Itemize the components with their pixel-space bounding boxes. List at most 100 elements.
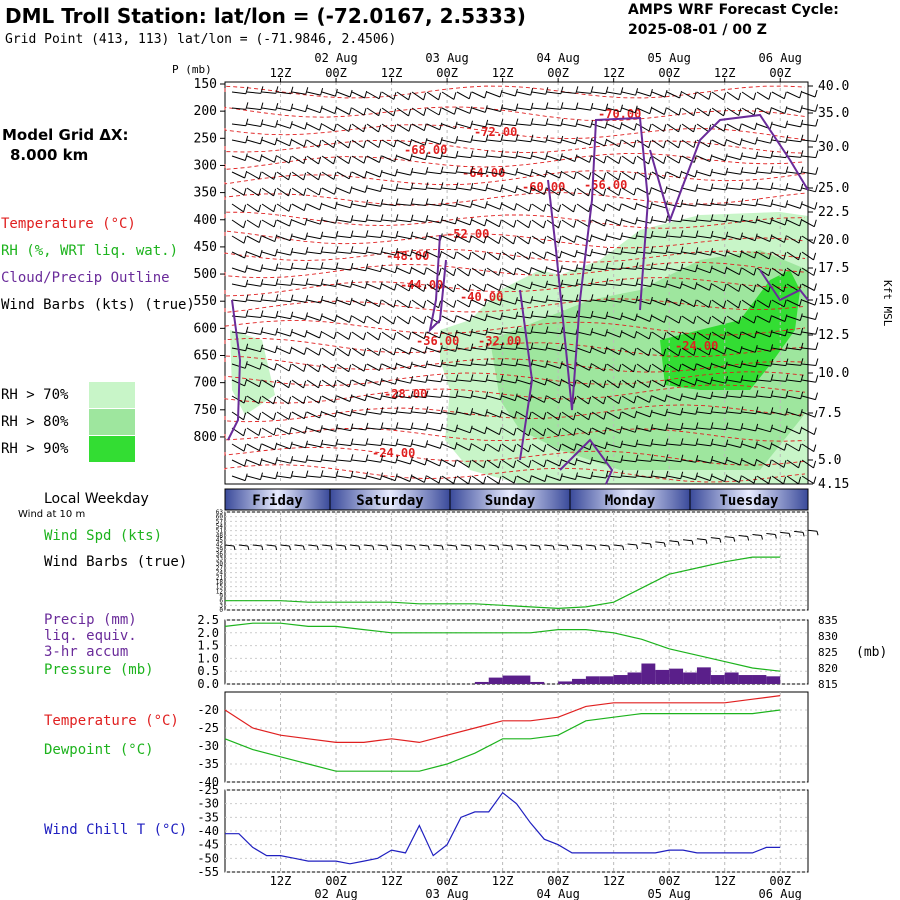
- wind-barb-flag: [545, 326, 549, 334]
- wind-barb-flag: [559, 473, 563, 481]
- wind-barb: [591, 379, 604, 389]
- wind-barb-flag: [679, 378, 683, 387]
- wind-barb-flag: [725, 231, 729, 239]
- wind-barb-flag: [769, 107, 772, 115]
- wind-barb-flag: [665, 262, 669, 271]
- wind-barb: [246, 91, 261, 94]
- wind-barb: [441, 187, 456, 191]
- bottom-date-label: 06 Aug: [759, 887, 802, 900]
- wind-barb: [651, 299, 666, 306]
- wind-barb-flag: [693, 332, 697, 341]
- wind-barb: [756, 91, 770, 100]
- wind-barb: [531, 299, 546, 303]
- pressure-right-tick-label: 830: [818, 630, 838, 643]
- surface-wind-barb-flag: [247, 545, 250, 551]
- wind-barb-flag: [380, 214, 384, 222]
- wind-barb-flag: [363, 348, 367, 356]
- wind-barb-flag: [529, 281, 533, 289]
- wind-barb-flag: [483, 443, 487, 452]
- wind-barb: [456, 331, 471, 337]
- wind-barb-flag: [320, 87, 324, 96]
- wind-barb: [606, 235, 621, 241]
- wind-barb-flag: [695, 455, 699, 463]
- wind-barb-flag: [770, 136, 774, 144]
- wind-barb: [246, 171, 260, 180]
- wind-barb-flag: [635, 246, 639, 254]
- windchill-tick-label: -45: [197, 838, 219, 852]
- wind-barb: [546, 283, 561, 288]
- wind-barb-flag: [320, 231, 324, 239]
- wind-barb-flag: [739, 250, 743, 258]
- wind-barb-flag: [545, 135, 549, 143]
- wind-barb: [756, 347, 771, 352]
- wind-barb: [786, 379, 801, 383]
- wind-barb: [561, 187, 574, 197]
- wind-barb: [336, 107, 350, 115]
- wind-barb-flag: [770, 344, 774, 352]
- wind-barb-flag: [438, 107, 442, 116]
- wind-barb: [396, 475, 411, 482]
- wind-barb: [351, 251, 366, 255]
- wind-barb: [531, 331, 546, 334]
- precip-tick-label: 2.5: [197, 613, 219, 627]
- wind-barb: [576, 475, 591, 480]
- wind-barb: [501, 235, 514, 245]
- wind-barb: [381, 459, 396, 464]
- wind-barb-flag: [244, 153, 248, 161]
- wind-barb-flag: [470, 343, 474, 351]
- wind-barb-flag: [620, 232, 623, 240]
- wind-barb-flag: [800, 358, 804, 366]
- wind-barb: [636, 235, 651, 239]
- wind-barb: [666, 315, 680, 324]
- surface-wind-barb: [807, 529, 818, 532]
- wind-barb: [456, 251, 470, 260]
- wind-barb-flag: [693, 348, 697, 356]
- windchill-tick-label: -40: [197, 824, 219, 838]
- wind-barb: [561, 347, 576, 353]
- wind-barb-flag: [394, 362, 398, 370]
- wind-barb: [771, 155, 786, 159]
- wind-barb: [441, 251, 455, 260]
- wind-barb-flag: [575, 294, 579, 302]
- wind-barb-flag: [334, 409, 338, 418]
- wind-barb-flag: [678, 124, 682, 132]
- wind-barb-flag: [588, 396, 592, 405]
- isotherm: [224, 230, 806, 249]
- wind-barb: [696, 299, 710, 308]
- wind-barb-flag: [288, 172, 292, 180]
- wind-barb-flag: [244, 250, 248, 259]
- wind-barb: [591, 331, 606, 337]
- surface-wind-barb-flag: [594, 545, 597, 551]
- rh-shading: [230, 212, 808, 484]
- rh70-label: RH > 70%: [1, 387, 69, 403]
- wind-barb: [411, 91, 424, 101]
- wind-barb: [726, 443, 741, 448]
- wind-barb: [696, 347, 710, 356]
- wind-barb-flag: [633, 364, 637, 372]
- wind-barb: [246, 251, 261, 258]
- wind-barb: [486, 123, 501, 127]
- wind-barb: [396, 251, 411, 257]
- wind-barb-flag: [333, 123, 337, 132]
- wind-barb-flag: [633, 156, 637, 165]
- wind-barb-flag: [753, 315, 757, 324]
- wind-barb-flag: [695, 247, 699, 255]
- wind-barb: [711, 475, 726, 483]
- wind-barb-flag: [724, 456, 728, 465]
- wind-barb: [441, 443, 456, 450]
- wind-barb: [696, 123, 709, 133]
- wind-barb-flag: [425, 375, 429, 383]
- wind-barb: [336, 123, 350, 132]
- wind-barb-flag: [739, 346, 743, 354]
- wind-barb-flag: [410, 182, 414, 191]
- wind-barb: [396, 379, 411, 384]
- wind-barb-flag: [364, 90, 368, 99]
- wind-barb-flag: [245, 279, 249, 288]
- height-tick-label: 5.0: [818, 453, 841, 468]
- wind-barb-flag: [800, 134, 804, 142]
- wind-barb-flag: [573, 235, 577, 243]
- wind-barb-flag: [423, 331, 427, 339]
- rh90-label: RH > 90%: [1, 441, 69, 457]
- wind-barb: [756, 203, 771, 207]
- wind-barb: [786, 475, 799, 485]
